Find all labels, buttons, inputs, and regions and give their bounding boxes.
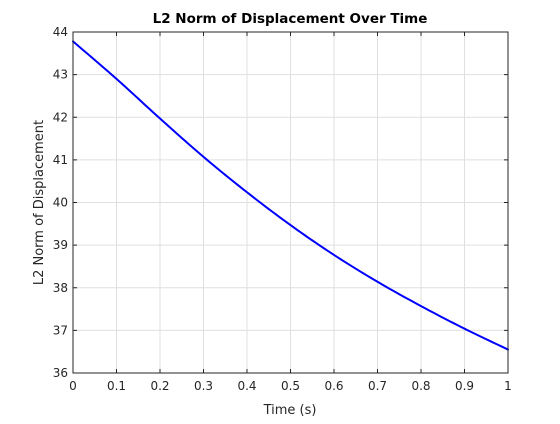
x-tick-label: 0.8: [411, 379, 430, 393]
x-tick-label: 0.3: [194, 379, 213, 393]
chart-title: L2 Norm of Displacement Over Time: [153, 11, 428, 27]
x-tick-label: 0.2: [150, 379, 169, 393]
x-axis-label: Time (s): [263, 403, 317, 418]
y-axis-label: L2 Norm of Displacement: [32, 120, 47, 285]
series-layer: [72, 40, 509, 351]
y-tick-label: 42: [53, 110, 68, 124]
x-tick-label: 0.7: [368, 379, 387, 393]
grid: [73, 32, 508, 373]
ticks: 0 0.1 0.2 0.3 0.4 0.5 0.6 0.7 0.8 0.9 1 36 37 38 39 40 4…: [53, 25, 512, 393]
y-tick-label: 43: [53, 68, 68, 82]
x-tick-label: 0.1: [107, 379, 126, 393]
y-tick-label: 41: [53, 153, 68, 167]
x-tick-label: 0.6: [324, 379, 343, 393]
series-line: [72, 40, 509, 351]
y-tick-label: 38: [53, 281, 68, 295]
y-tick-label: 36: [53, 366, 68, 380]
y-tick-label: 37: [53, 323, 68, 337]
y-tick-label: 39: [53, 238, 68, 252]
x-tick-label: 0.4: [237, 379, 256, 393]
x-tick-label: 0.5: [281, 379, 300, 393]
x-tick-label: 1: [504, 379, 512, 393]
x-tick-label: 0.9: [455, 379, 474, 393]
x-tick-label: 0: [69, 379, 77, 393]
y-tick-label: 40: [53, 196, 68, 210]
y-tick-label: 44: [53, 25, 68, 39]
